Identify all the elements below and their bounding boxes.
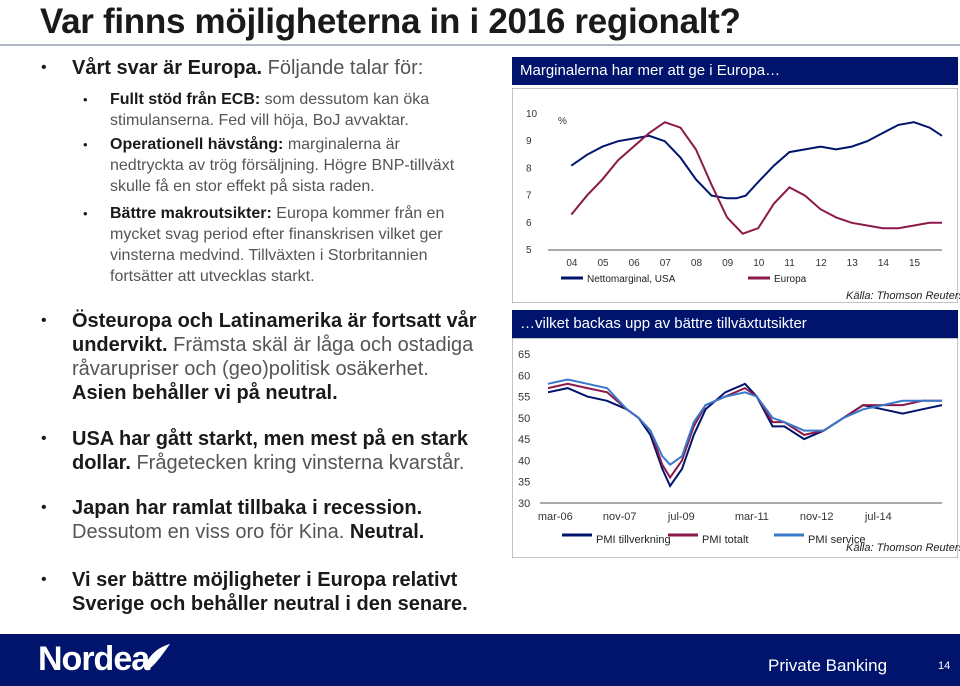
y-tick-label: 65 bbox=[518, 349, 530, 361]
x-tick-label: nov-12 bbox=[800, 511, 834, 523]
chart2-title: …vilket backas upp av bättre tillväxtuts… bbox=[512, 310, 958, 338]
series-line bbox=[570, 121, 943, 200]
series-line bbox=[547, 378, 942, 467]
bullet-bold: Operationell hävstång: bbox=[110, 136, 284, 153]
bullet-sverige: Vi ser bättre möjligheter i Europa relat… bbox=[41, 568, 482, 616]
chart2-legend: PMI tillverkning PMI totalt PMI service bbox=[562, 533, 865, 546]
y-tick-label: 6 bbox=[526, 218, 532, 229]
y-tick-label: 35 bbox=[518, 477, 530, 489]
bullet-text: marginalerna är nedtryckta av trög försä… bbox=[110, 136, 455, 195]
series-line bbox=[570, 121, 942, 235]
chart1-series bbox=[570, 121, 943, 235]
y-tick-label: 10 bbox=[526, 109, 538, 120]
bullet-text: Främsta skäl är låga och ostadiga råvaru… bbox=[72, 334, 474, 380]
chart2-pmi: 65 60 55 50 45 40 35 30 mar-06 nov-07 jul-09 mar-1… bbox=[512, 338, 958, 558]
x-tick-label: 04 bbox=[566, 258, 578, 269]
chart1-x-axis: 04 05 06 07 08 09 10 11 12 13 14 15 bbox=[566, 258, 920, 269]
title-divider bbox=[0, 44, 960, 46]
bullet-text: som dessutom kan öka stimulanserna. Fed … bbox=[110, 91, 430, 129]
x-tick-label: mar-11 bbox=[735, 511, 769, 523]
bullet-text: Följande talar för: bbox=[262, 57, 424, 79]
subbullet-makro: Bättre makroutsikter: Europa kommer från… bbox=[83, 203, 480, 287]
bullet-bold: Bättre makroutsikter: bbox=[110, 205, 272, 222]
chart1-ylabel: % bbox=[558, 116, 567, 127]
chart2-source: Källa: Thomson Reuters bbox=[846, 542, 960, 554]
bullet-text: Dessutom en viss oro för Kina. bbox=[72, 521, 350, 543]
x-tick-label: 07 bbox=[660, 258, 672, 269]
bullet-europa: Vårt svar är Europa. Följande talar för: bbox=[41, 56, 492, 80]
y-tick-label: 5 bbox=[526, 245, 532, 256]
y-tick-label: 9 bbox=[526, 136, 532, 147]
y-tick-label: 40 bbox=[518, 455, 530, 467]
legend-europa: Europa bbox=[774, 274, 807, 285]
x-tick-label: 08 bbox=[691, 258, 703, 269]
private-banking-label: Private Banking bbox=[768, 656, 888, 675]
legend-label: PMI tillverkning bbox=[596, 534, 671, 546]
chart2-frame bbox=[512, 338, 958, 558]
bullet-bold: USA har gått starkt, men mest på en star… bbox=[72, 428, 469, 474]
nordea-logo: Nordea bbox=[38, 640, 150, 678]
x-tick-label: jul-09 bbox=[667, 511, 695, 523]
legend-label: PMI service bbox=[808, 534, 865, 546]
bullet-bold: Vi ser bättre möjligheter i Europa relat… bbox=[72, 569, 468, 615]
x-tick-label: mar-06 bbox=[538, 511, 573, 523]
x-tick-label: 13 bbox=[847, 258, 859, 269]
bullet-japan: Japan har ramlat tillbaka i recession. D… bbox=[41, 496, 472, 544]
bullet-text: Europa kommer från en mycket svag period… bbox=[110, 205, 445, 285]
footer-bar bbox=[0, 634, 960, 686]
x-tick-label: 15 bbox=[909, 258, 921, 269]
x-tick-label: jul-14 bbox=[864, 511, 892, 523]
x-tick-label: 12 bbox=[816, 258, 828, 269]
page-title: Var finns möjligheterna in i 2016 region… bbox=[40, 2, 741, 41]
y-tick-label: 60 bbox=[518, 370, 530, 382]
bullet-bold: Fullt stöd från ECB: bbox=[110, 91, 261, 108]
y-tick-label: 8 bbox=[526, 163, 532, 174]
y-tick-label: 50 bbox=[518, 413, 530, 425]
y-tick-label: 45 bbox=[518, 434, 530, 446]
bullet-bold-2: Neutral. bbox=[349, 521, 425, 543]
chart2-y-axis: 65 60 55 50 45 40 35 30 bbox=[518, 349, 530, 510]
chart1-title: Marginalerna har mer att ge i Europa… bbox=[512, 57, 958, 85]
chart1-legend: Nettomarginal, USA Europa bbox=[561, 274, 807, 285]
x-tick-label: 05 bbox=[597, 258, 609, 269]
bullet-bold-2: Asien behåller vi på neutral. bbox=[72, 382, 338, 404]
chart1-source: Källa: Thomson Reuters bbox=[846, 290, 960, 302]
nordea-logo-icon bbox=[144, 644, 173, 671]
bullet-bold: Japan har ramlat tillbaka i recession. bbox=[72, 497, 423, 519]
x-tick-label: nov-07 bbox=[603, 511, 637, 523]
legend-usa: Nettomarginal, USA bbox=[587, 274, 676, 285]
chart2-series bbox=[547, 378, 943, 489]
x-tick-label: 10 bbox=[753, 258, 765, 269]
bullet-bold: Östeuropa och Latinamerika är fortsatt v… bbox=[72, 310, 477, 356]
y-tick-label: 55 bbox=[518, 392, 530, 404]
subbullet-havstang: Operationell hävstång: marginalerna är n… bbox=[83, 134, 470, 197]
chart1-margins: 10 9 8 7 6 5 % 04 05 06 07 08 09 10 11 12 13 14 15 Netto… bbox=[512, 88, 958, 303]
legend-label: PMI totalt bbox=[702, 534, 748, 546]
x-tick-label: 06 bbox=[629, 258, 641, 269]
chart1-y-axis: 10 9 8 7 6 5 bbox=[526, 109, 538, 256]
y-tick-label: 30 bbox=[518, 498, 530, 510]
bullet-osteuropa: Östeuropa och Latinamerika är fortsatt v… bbox=[41, 309, 482, 405]
subbullet-ecb: Fullt stöd från ECB: som dessutom kan ök… bbox=[83, 89, 460, 131]
x-tick-label: 14 bbox=[878, 258, 890, 269]
bullet-usa: USA har gått starkt, men mest på en star… bbox=[41, 427, 482, 475]
x-tick-label: 11 bbox=[784, 258, 795, 269]
page-number: 14 bbox=[938, 660, 951, 672]
x-tick-label: 09 bbox=[722, 258, 734, 269]
bullet-text: Frågetecken kring vinsterna kvarstår. bbox=[130, 452, 465, 474]
y-tick-label: 7 bbox=[526, 191, 532, 202]
bullet-bold: Vårt svar är Europa. bbox=[72, 57, 263, 79]
chart1-frame bbox=[512, 88, 958, 303]
chart2-x-axis: mar-06 nov-07 jul-09 mar-11 nov-12 jul-14 bbox=[538, 511, 892, 523]
